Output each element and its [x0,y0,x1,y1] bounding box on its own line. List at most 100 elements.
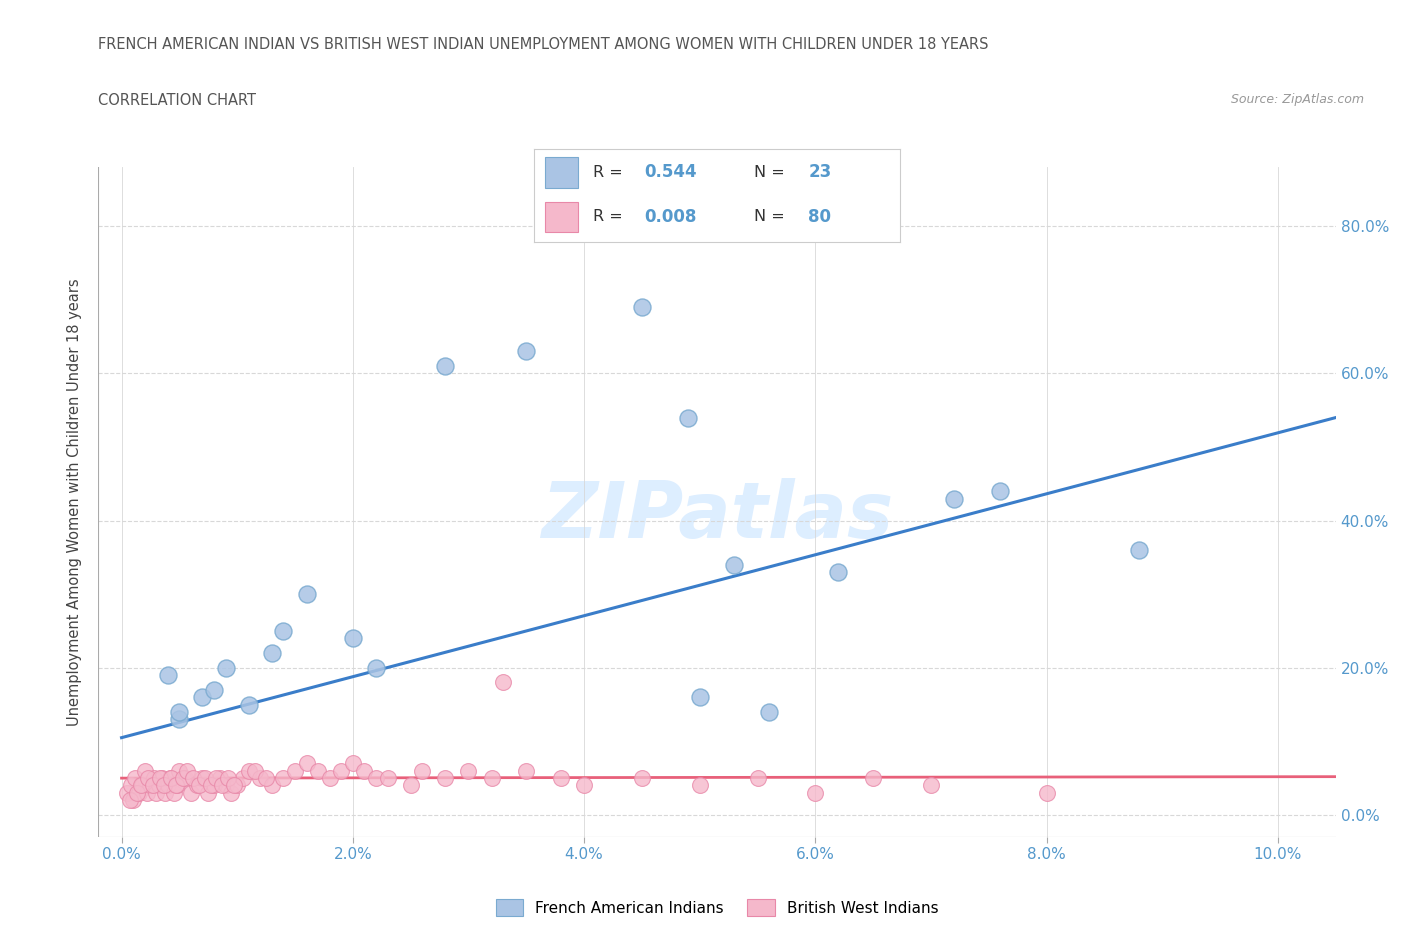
Point [249,771,271,786]
Point [318,771,340,786]
Text: R =: R = [593,209,623,224]
Point [125,786,148,801]
Point [411,764,433,778]
Point [191,690,214,705]
Point [364,771,387,786]
Point [221,786,243,801]
Point [156,778,179,793]
Point [153,778,176,793]
Point [284,764,307,778]
Point [205,771,228,786]
Point [174,771,197,786]
Point [364,660,387,675]
Point [515,764,537,778]
Point [148,778,170,793]
FancyBboxPatch shape [546,202,578,232]
Point [211,778,233,793]
Point [515,344,537,359]
Point [145,786,167,801]
Point [131,778,153,793]
Point [1128,542,1150,557]
Point [330,764,353,778]
Point [159,771,181,786]
Point [200,778,222,793]
Point [676,410,699,425]
Point [434,771,457,786]
Point [254,771,277,786]
Point [136,771,159,786]
Point [128,786,150,801]
Point [238,698,260,712]
Point [155,786,177,801]
Point [747,771,769,786]
Text: ZIPatlas: ZIPatlas [541,478,893,553]
Point [136,786,159,801]
Y-axis label: Unemployment Among Women with Children Under 18 years: Unemployment Among Women with Children U… [67,278,83,726]
Point [758,704,780,719]
Point [118,792,141,807]
Point [342,756,364,771]
Legend: French American Indians, British West Indians: French American Indians, British West In… [496,898,938,916]
Point [172,771,194,786]
Point [550,771,572,786]
Point [273,771,295,786]
Point [117,786,139,801]
Point [197,786,219,801]
Point [243,764,266,778]
Point [214,660,236,675]
Text: N =: N = [754,165,785,179]
Point [353,764,375,778]
Text: 0.544: 0.544 [644,163,696,181]
Text: CORRELATION CHART: CORRELATION CHART [98,93,256,108]
Point [162,786,184,801]
Text: 23: 23 [808,163,832,181]
Point [295,756,318,771]
Point [150,771,173,786]
Point [689,778,711,793]
Point [723,557,745,572]
Point [149,771,172,786]
Point [399,778,422,793]
Point [124,771,146,786]
Point [260,645,283,660]
Point [238,764,260,778]
Point [129,778,152,793]
Text: Source: ZipAtlas.com: Source: ZipAtlas.com [1230,93,1364,106]
Point [342,631,364,645]
Point [804,786,827,801]
Point [165,778,187,793]
Point [217,771,239,786]
Point [631,299,654,314]
Point [214,778,236,793]
Point [142,771,165,786]
Point [134,764,156,778]
Text: 80: 80 [808,207,831,226]
Text: FRENCH AMERICAN INDIAN VS BRITISH WEST INDIAN UNEMPLOYMENT AMONG WOMEN WITH CHIL: FRENCH AMERICAN INDIAN VS BRITISH WEST I… [98,37,988,52]
Point [434,359,457,374]
Point [492,675,515,690]
Point [169,704,191,719]
Point [222,778,245,793]
Text: R =: R = [593,165,623,179]
Point [142,778,165,793]
Point [862,771,884,786]
Point [202,778,225,793]
FancyBboxPatch shape [546,157,578,188]
Text: N =: N = [754,209,785,224]
Point [176,764,198,778]
Point [295,587,318,602]
Point [139,778,162,793]
Point [920,778,942,793]
Point [827,565,849,579]
Point [208,771,231,786]
Point [186,778,208,793]
Point [260,778,283,793]
Point [481,771,503,786]
Point [457,764,479,778]
Text: 0.008: 0.008 [644,207,696,226]
Point [120,778,142,793]
Point [572,778,595,793]
Point [273,623,295,638]
Point [122,792,145,807]
Point [191,771,214,786]
